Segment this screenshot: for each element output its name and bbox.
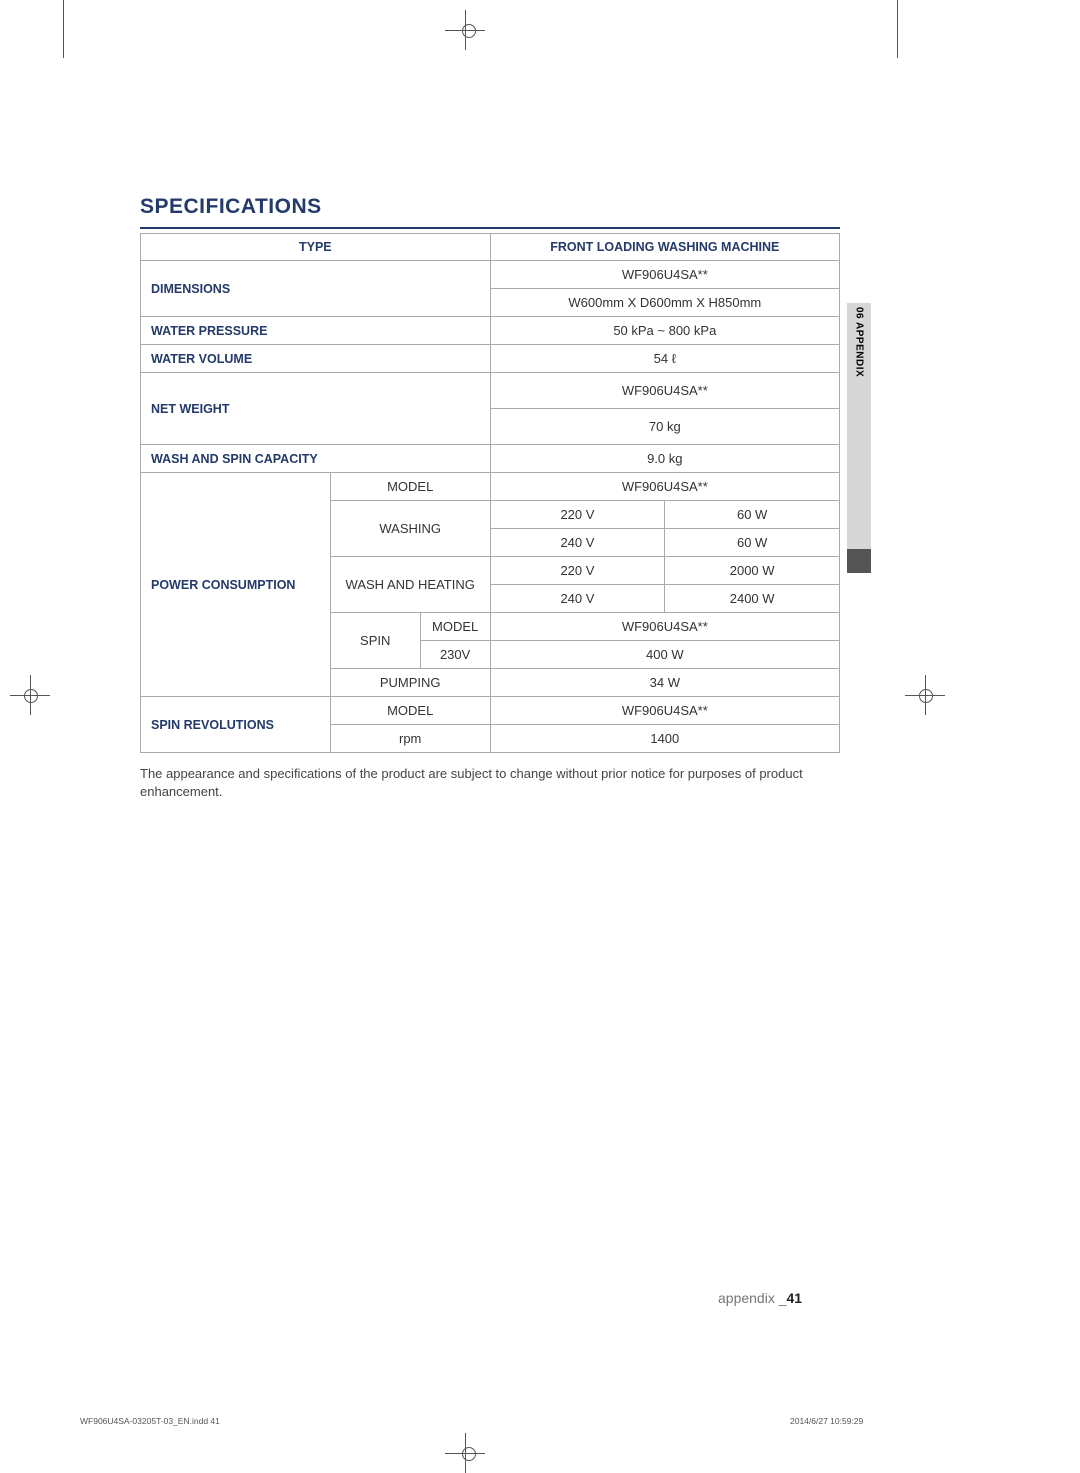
cell: WF906U4SA** <box>490 373 839 409</box>
footer-page: 41 <box>787 1290 803 1306</box>
imprint-ts: 2014/6/27 10:59:29 <box>790 1416 863 1426</box>
cell: 220 V <box>490 557 665 585</box>
side-tab: 06 APPENDIX <box>847 303 871 553</box>
cell: 9.0 kg <box>490 445 839 473</box>
header-type: TYPE <box>141 234 491 261</box>
cell: PUMPING <box>330 669 490 697</box>
cell: 2400 W <box>665 585 840 613</box>
note-text: The appearance and specifications of the… <box>140 765 840 801</box>
cell: WF906U4SA** <box>490 261 839 289</box>
cell: 220 V <box>490 501 665 529</box>
footer: appendix _41 <box>718 1290 802 1306</box>
cell: WF906U4SA** <box>490 697 839 725</box>
cell: 50 kPa ~ 800 kPa <box>490 317 839 345</box>
cell: 240 V <box>490 585 665 613</box>
cell: WASHING <box>330 501 490 557</box>
cell: 60 W <box>665 501 840 529</box>
row-power: POWER CONSUMPTION <box>141 473 331 697</box>
cell: MODEL <box>420 613 490 641</box>
page-title: SPECIFICATIONS <box>140 195 840 229</box>
cell: 34 W <box>490 669 839 697</box>
cell: 60 W <box>665 529 840 557</box>
cell: WASH AND HEATING <box>330 557 490 613</box>
cell: 70 kg <box>490 409 839 445</box>
cell: MODEL <box>330 697 490 725</box>
row-capacity: WASH AND SPIN CAPACITY <box>141 445 491 473</box>
cell: MODEL <box>330 473 490 501</box>
row-net-weight: NET WEIGHT <box>141 373 491 445</box>
side-tab-label: 06 APPENDIX <box>847 303 871 413</box>
cell: WF906U4SA** <box>490 613 839 641</box>
row-dimensions: DIMENSIONS <box>141 261 491 317</box>
cell: 240 V <box>490 529 665 557</box>
imprint-file: WF906U4SA-03205T-03_EN.indd 41 <box>80 1416 220 1426</box>
header-desc: FRONT LOADING WASHING MACHINE <box>490 234 839 261</box>
row-water-volume: WATER VOLUME <box>141 345 491 373</box>
cell: 400 W <box>490 641 839 669</box>
cell: 1400 <box>490 725 839 753</box>
cell: 2000 W <box>665 557 840 585</box>
cell: SPIN <box>330 613 420 669</box>
cell: 54 ℓ <box>490 345 839 373</box>
content-area: SPECIFICATIONS TYPE FRONT LOADING WASHIN… <box>140 195 840 814</box>
cell: 230V <box>420 641 490 669</box>
footer-section: appendix _ <box>718 1290 787 1306</box>
cell: WF906U4SA** <box>490 473 839 501</box>
cell: rpm <box>330 725 490 753</box>
spec-table: TYPE FRONT LOADING WASHING MACHINE DIMEN… <box>140 233 840 753</box>
row-water-pressure: WATER PRESSURE <box>141 317 491 345</box>
row-spin-rev: SPIN REVOLUTIONS <box>141 697 331 753</box>
cell: W600mm X D600mm X H850mm <box>490 289 839 317</box>
